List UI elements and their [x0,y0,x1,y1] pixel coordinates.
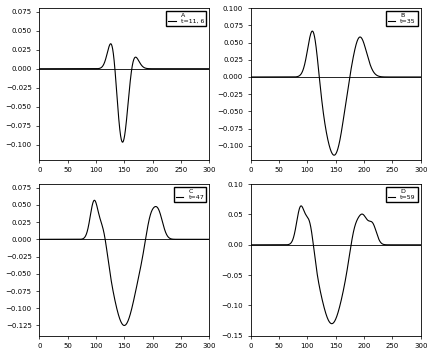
Legend: D, t=59: D, t=59 [386,187,417,202]
Legend: B, t=35: B, t=35 [386,11,417,26]
Legend: C, t=47: C, t=47 [174,187,206,202]
Legend: A, t=11, 6: A, t=11, 6 [166,11,206,26]
